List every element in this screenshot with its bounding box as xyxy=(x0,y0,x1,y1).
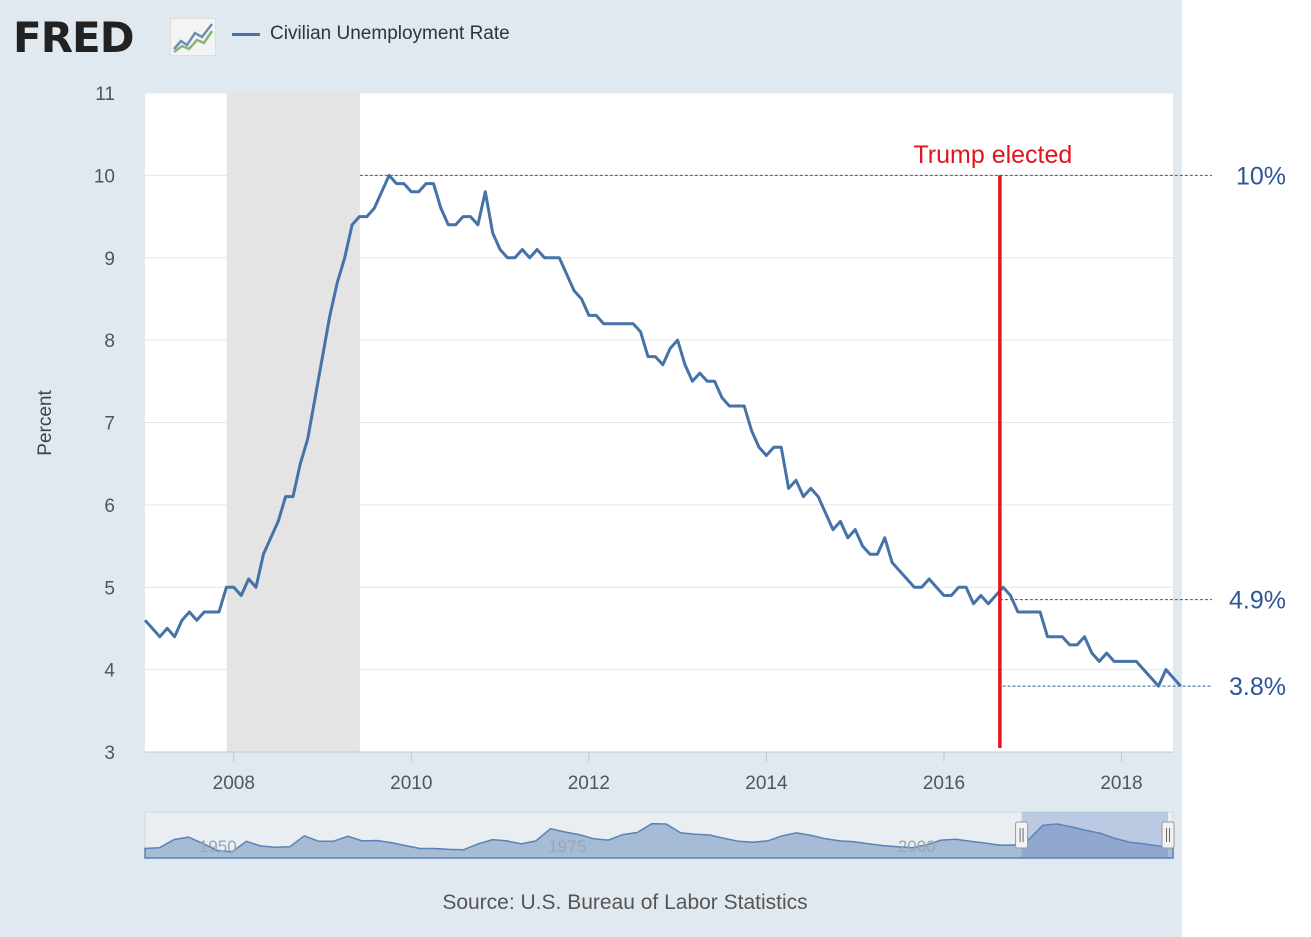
x-tick-label: 2008 xyxy=(213,773,255,794)
y-tick-label: 3 xyxy=(104,743,115,764)
y-tick-label: 9 xyxy=(104,249,115,270)
x-tick-label: 2016 xyxy=(923,773,965,794)
y-tick-label: 7 xyxy=(104,414,115,435)
navigator-year-label: 1975 xyxy=(548,837,586,856)
x-tick-label: 2018 xyxy=(1100,773,1142,794)
x-tick-label: 2010 xyxy=(390,773,432,794)
reference-label: 4.9% xyxy=(1229,587,1286,615)
reference-label: 10% xyxy=(1236,162,1286,190)
legend[interactable]: Civilian Unemployment Rate xyxy=(232,23,510,45)
navigator-handle[interactable] xyxy=(1161,821,1175,849)
line-graph-icon xyxy=(170,18,216,56)
legend-swatch xyxy=(232,32,260,36)
y-tick-label: 11 xyxy=(95,84,115,105)
series-line-unemployment xyxy=(143,173,1182,688)
x-tick-label: 2014 xyxy=(745,773,788,794)
y-tick-label: 4 xyxy=(104,661,115,682)
navigator-selection[interactable] xyxy=(1021,812,1168,858)
y-tick-label: 6 xyxy=(104,496,115,517)
x-tick-label: 2012 xyxy=(568,773,610,794)
navigator-handle[interactable] xyxy=(1015,821,1029,849)
y-tick-label: 5 xyxy=(104,578,115,599)
y-tick-label: 8 xyxy=(104,331,115,352)
navigator-year-label: 1950 xyxy=(199,837,237,856)
event-label: Trump elected xyxy=(913,141,1072,169)
legend-label: Civilian Unemployment Rate xyxy=(270,23,510,44)
y-axis-label: Percent xyxy=(35,390,56,456)
reference-label: 3.8% xyxy=(1229,673,1286,701)
source-note: Source: U.S. Bureau of Labor Statistics xyxy=(442,891,808,914)
fred-logo[interactable]: FRED xyxy=(13,13,135,62)
y-tick-label: 10 xyxy=(94,166,115,187)
navigator-year-label: 2000 xyxy=(898,837,936,856)
